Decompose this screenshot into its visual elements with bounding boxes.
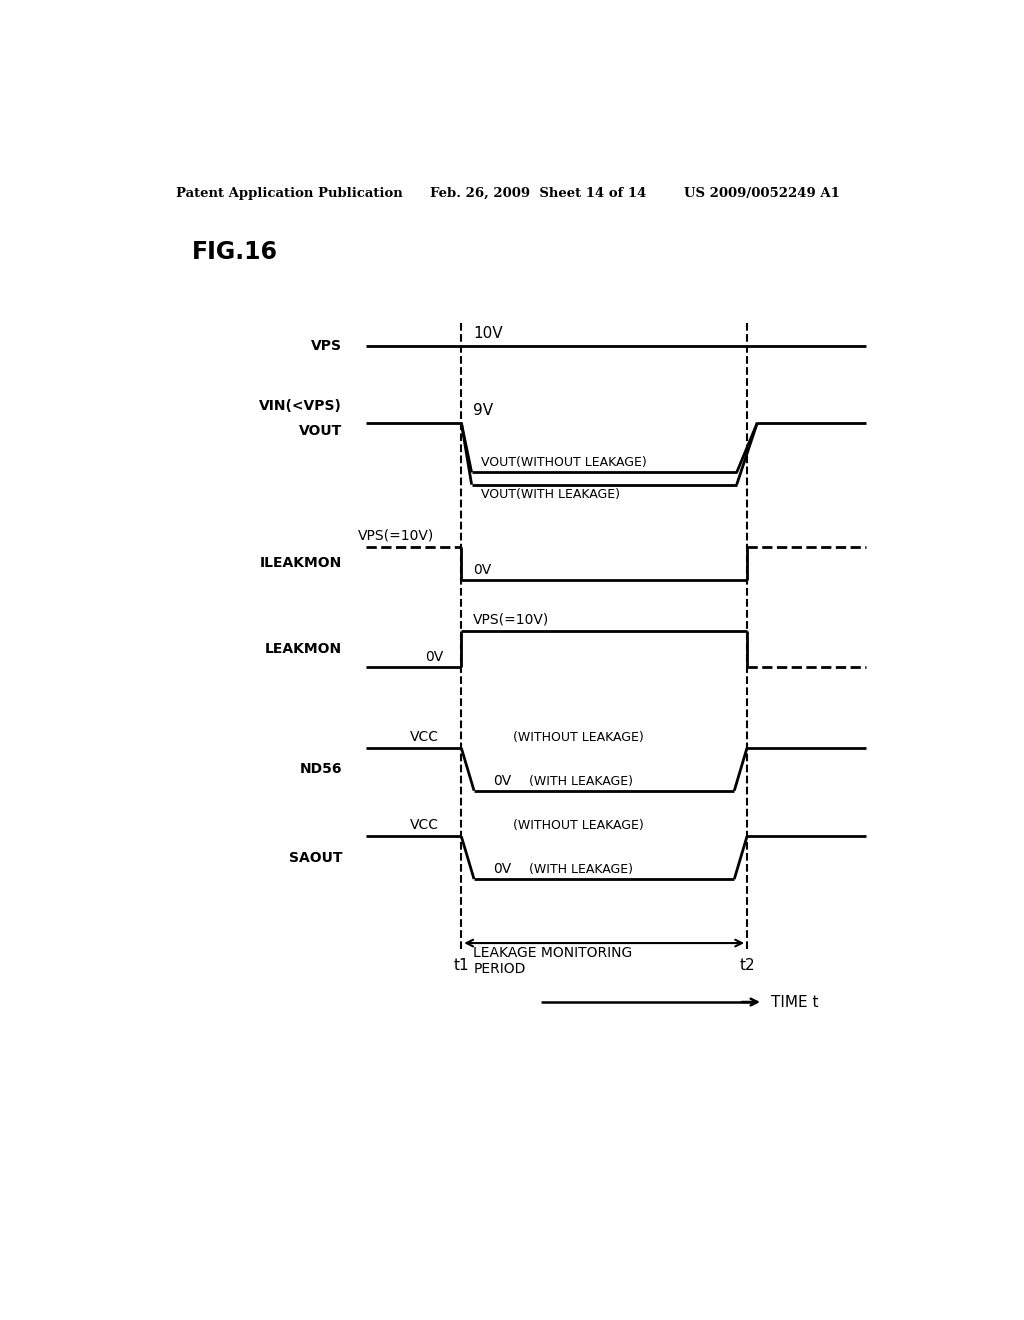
Text: 10V: 10V: [473, 326, 503, 342]
Text: VCC: VCC: [410, 818, 438, 833]
Text: VOUT(WITHOUT LEAKAGE): VOUT(WITHOUT LEAKAGE): [481, 457, 647, 470]
Text: LEAKAGE MONITORING
PERIOD: LEAKAGE MONITORING PERIOD: [473, 946, 633, 977]
Text: LEAKMON: LEAKMON: [265, 642, 342, 656]
Text: US 2009/0052249 A1: US 2009/0052249 A1: [684, 187, 840, 199]
Text: ND56: ND56: [300, 762, 342, 776]
Text: VIN(<VPS): VIN(<VPS): [259, 399, 342, 412]
Text: Feb. 26, 2009  Sheet 14 of 14: Feb. 26, 2009 Sheet 14 of 14: [430, 187, 646, 199]
Text: VPS: VPS: [311, 339, 342, 354]
Text: Patent Application Publication: Patent Application Publication: [176, 187, 402, 199]
Text: t1: t1: [454, 958, 469, 973]
Text: 0V: 0V: [494, 774, 511, 788]
Text: TIME t: TIME t: [771, 994, 818, 1010]
Text: (WITHOUT LEAKAGE): (WITHOUT LEAKAGE): [513, 731, 644, 744]
Text: 0V: 0V: [494, 862, 511, 876]
Text: 0V: 0V: [473, 564, 492, 577]
Text: SAOUT: SAOUT: [289, 850, 342, 865]
Text: FIG.16: FIG.16: [191, 240, 278, 264]
Text: 0V: 0V: [426, 649, 443, 664]
Text: VOUT: VOUT: [299, 424, 342, 438]
Text: 9V: 9V: [473, 403, 494, 417]
Text: VCC: VCC: [410, 730, 438, 744]
Text: (WITH LEAKAGE): (WITH LEAKAGE): [528, 775, 633, 788]
Text: VPS(=10V): VPS(=10V): [358, 528, 434, 543]
Text: t2: t2: [739, 958, 755, 973]
Text: (WITHOUT LEAKAGE): (WITHOUT LEAKAGE): [513, 820, 644, 833]
Text: VPS(=10V): VPS(=10V): [473, 612, 550, 627]
Text: ILEAKMON: ILEAKMON: [260, 557, 342, 570]
Text: (WITH LEAKAGE): (WITH LEAKAGE): [528, 863, 633, 876]
Text: VOUT(WITH LEAKAGE): VOUT(WITH LEAKAGE): [481, 487, 621, 500]
